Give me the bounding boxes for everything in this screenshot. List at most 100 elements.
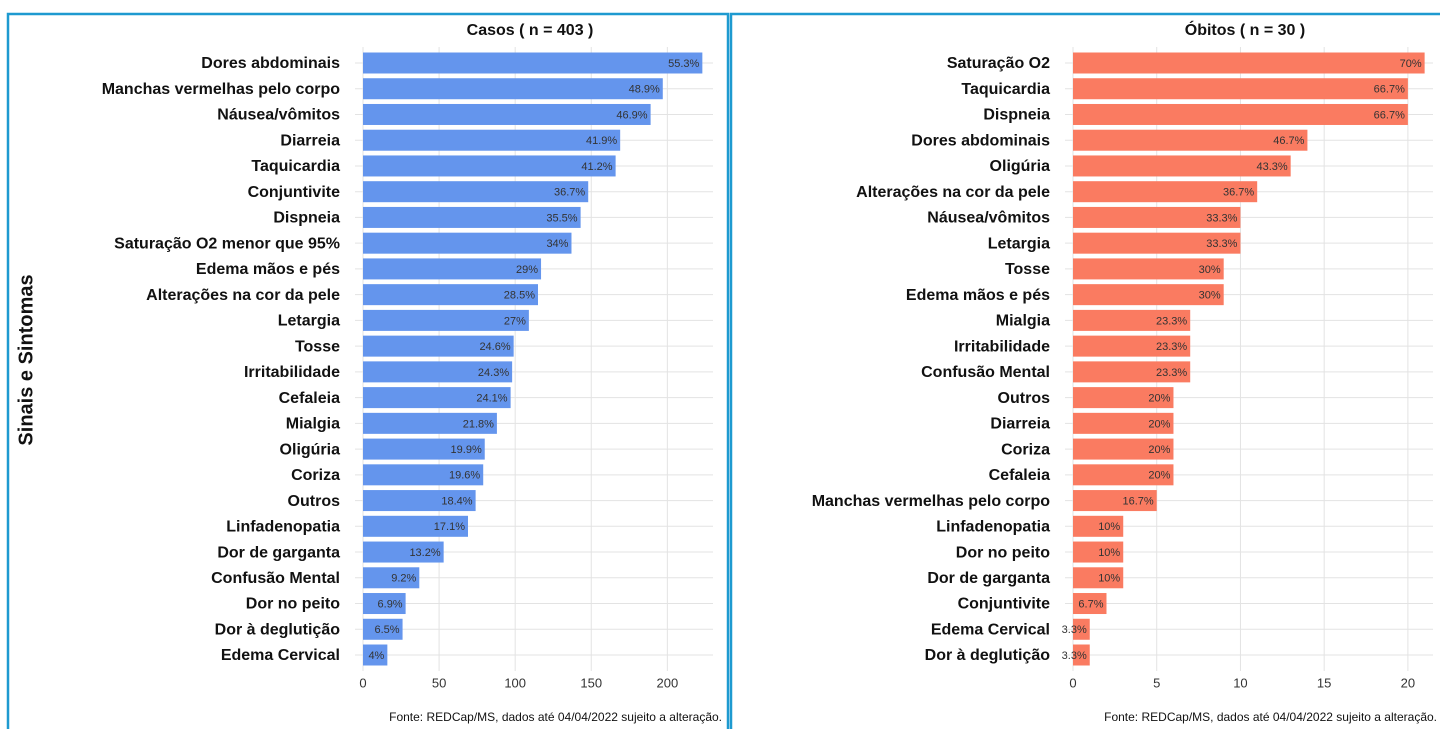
bar xyxy=(1073,155,1291,177)
category-label: Dor de garganta xyxy=(217,544,340,561)
category-label: Tosse xyxy=(295,338,340,355)
category-label: Conjuntivite xyxy=(248,184,341,201)
value-label: 43.3% xyxy=(1256,161,1287,173)
value-label: 13.2% xyxy=(409,547,440,559)
value-label: 27% xyxy=(504,315,526,327)
category-label: Letargia xyxy=(988,235,1050,252)
category-label: Edema mãos e pés xyxy=(196,261,340,278)
value-label: 48.9% xyxy=(629,84,660,96)
x-tick-label: 0 xyxy=(359,675,366,690)
category-label: Edema Cervical xyxy=(931,621,1050,638)
category-label: Outros xyxy=(998,390,1051,407)
category-label: Cefaleia xyxy=(279,390,340,407)
value-label: 21.8% xyxy=(463,418,494,430)
x-tick-label: 200 xyxy=(656,675,678,690)
x-tick-label: 0 xyxy=(1069,675,1076,690)
value-label: 19.6% xyxy=(449,470,480,482)
category-label: Cefaleia xyxy=(989,467,1050,484)
category-label: Linfadenopatia xyxy=(936,519,1050,536)
value-label: 10% xyxy=(1098,521,1120,533)
value-label: 33.3% xyxy=(1206,212,1237,224)
x-tick-label: 100 xyxy=(504,675,526,690)
value-label: 6.5% xyxy=(374,624,399,636)
bar xyxy=(363,232,572,254)
bar xyxy=(1073,464,1174,486)
bar xyxy=(1073,206,1241,228)
bar xyxy=(363,361,513,383)
bar xyxy=(1073,438,1174,460)
value-label: 20% xyxy=(1148,418,1170,430)
bar xyxy=(363,464,484,486)
category-label: Diarreia xyxy=(280,132,340,149)
value-label: 24.6% xyxy=(479,341,510,353)
category-label: Náusea/vômitos xyxy=(217,107,340,124)
value-label: 16.7% xyxy=(1123,495,1154,507)
bar xyxy=(363,541,444,563)
bar xyxy=(1073,52,1425,74)
value-label: 6.9% xyxy=(378,598,403,610)
category-label: Dor de garganta xyxy=(927,570,1050,587)
value-label: 41.9% xyxy=(586,135,617,147)
bar xyxy=(1073,103,1408,125)
bar xyxy=(1073,361,1191,383)
value-label: 10% xyxy=(1098,573,1120,585)
value-label: 33.3% xyxy=(1206,238,1237,250)
category-label: Manchas vermelhas pelo corpo xyxy=(102,81,341,98)
value-label: 30% xyxy=(1199,290,1221,302)
category-label: Outros xyxy=(288,493,341,510)
bar xyxy=(1073,284,1224,306)
value-label: 23.3% xyxy=(1156,315,1187,327)
chart-title: Óbitos ( n = 30 ) xyxy=(1185,20,1305,39)
bar xyxy=(1073,644,1090,666)
bar xyxy=(1073,567,1124,589)
category-label: Dor à deglutição xyxy=(215,621,341,638)
category-label: Conjuntivite xyxy=(958,596,1051,613)
category-label: Irritabilidade xyxy=(954,338,1050,355)
category-label: Dores abdominais xyxy=(201,55,340,72)
bar xyxy=(363,258,542,280)
panel-border xyxy=(6,12,730,729)
bar xyxy=(363,593,406,615)
bar xyxy=(1073,258,1224,280)
bar xyxy=(1073,181,1258,203)
value-label: 18.4% xyxy=(441,495,472,507)
category-label: Diarreia xyxy=(990,416,1050,433)
source-note: Fonte: REDCap/MS, dados até 04/04/2022 s… xyxy=(389,710,722,724)
category-label: Edema Cervical xyxy=(221,647,340,664)
bar xyxy=(363,155,616,177)
bar xyxy=(1073,515,1124,537)
value-label: 46.7% xyxy=(1273,135,1304,147)
category-label: Dor à deglutição xyxy=(925,647,1051,664)
value-label: 28.5% xyxy=(504,290,535,302)
bar xyxy=(363,387,511,409)
value-label: 70% xyxy=(1400,58,1422,70)
value-label: 23.3% xyxy=(1156,367,1187,379)
chart-title: Casos ( n = 403 ) xyxy=(467,22,594,39)
value-label: 23.3% xyxy=(1156,341,1187,353)
bar xyxy=(363,284,538,306)
value-label: 29% xyxy=(516,264,538,276)
x-tick-label: 50 xyxy=(432,675,446,690)
bar xyxy=(1073,78,1408,100)
bar xyxy=(363,438,485,460)
source-note: Fonte: REDCap/MS, dados até 04/04/2022 s… xyxy=(1104,710,1437,724)
category-label: Mialgia xyxy=(286,416,340,433)
x-tick-label: 5 xyxy=(1153,675,1160,690)
category-label: Manchas vermelhas pelo corpo xyxy=(812,493,1051,510)
bar xyxy=(1073,541,1124,563)
value-label: 24.1% xyxy=(476,393,507,405)
category-label: Irritabilidade xyxy=(244,364,340,381)
bar xyxy=(363,490,476,512)
value-label: 20% xyxy=(1148,393,1170,405)
panel-border xyxy=(729,12,1440,729)
bar xyxy=(1073,309,1191,331)
category-label: Edema mãos e pés xyxy=(906,287,1050,304)
x-tick-label: 150 xyxy=(580,675,602,690)
category-label: Taquicardia xyxy=(251,158,340,175)
value-label: 24.3% xyxy=(478,367,509,379)
bar xyxy=(1073,490,1157,512)
value-label: 36.7% xyxy=(554,187,585,199)
category-label: Dor no peito xyxy=(956,544,1050,561)
value-label: 19.9% xyxy=(451,444,482,456)
